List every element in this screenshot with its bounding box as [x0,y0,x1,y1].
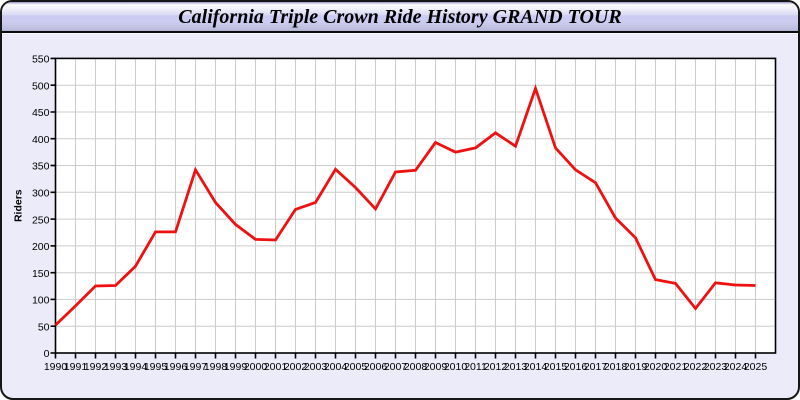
svg-text:2024: 2024 [724,361,748,373]
svg-text:250: 250 [32,214,50,226]
svg-text:2019: 2019 [624,361,648,373]
svg-text:2015: 2015 [544,361,568,373]
svg-text:1990: 1990 [44,361,68,373]
svg-text:2010: 2010 [444,361,468,373]
svg-text:1991: 1991 [64,361,88,373]
svg-text:1995: 1995 [144,361,168,373]
svg-text:300: 300 [32,188,50,200]
svg-text:2023: 2023 [704,361,728,373]
svg-text:1999: 1999 [224,361,248,373]
svg-text:1998: 1998 [204,361,228,373]
svg-text:2001: 2001 [264,361,288,373]
svg-text:100: 100 [32,295,50,307]
svg-text:2002: 2002 [284,361,308,373]
svg-text:1994: 1994 [124,361,148,373]
svg-text:0: 0 [44,348,50,360]
svg-text:200: 200 [32,241,50,253]
svg-text:2018: 2018 [604,361,628,373]
svg-text:2011: 2011 [464,361,487,373]
svg-text:2016: 2016 [564,361,588,373]
svg-text:150: 150 [32,268,50,280]
svg-text:1992: 1992 [84,361,108,373]
svg-text:2014: 2014 [524,361,548,373]
svg-text:2025: 2025 [744,361,768,373]
svg-text:2007: 2007 [384,361,408,373]
svg-text:2020: 2020 [644,361,668,373]
svg-text:2000: 2000 [244,361,268,373]
svg-text:2013: 2013 [504,361,528,373]
svg-text:1993: 1993 [104,361,128,373]
svg-text:2009: 2009 [424,361,448,373]
svg-text:450: 450 [32,107,50,119]
svg-text:2004: 2004 [324,361,348,373]
svg-text:2017: 2017 [584,361,608,373]
svg-text:2005: 2005 [344,361,368,373]
svg-text:2012: 2012 [484,361,508,373]
svg-text:400: 400 [32,134,50,146]
svg-text:2008: 2008 [404,361,428,373]
svg-text:2006: 2006 [364,361,388,373]
svg-text:Riders: Riders [13,189,25,222]
svg-text:500: 500 [32,80,50,92]
svg-text:2022: 2022 [684,361,708,373]
svg-text:350: 350 [32,161,50,173]
svg-text:550: 550 [32,54,50,66]
svg-text:2021: 2021 [664,361,688,373]
svg-text:50: 50 [38,321,50,333]
svg-text:2003: 2003 [304,361,328,373]
svg-text:1997: 1997 [184,361,208,373]
svg-text:1996: 1996 [164,361,188,373]
